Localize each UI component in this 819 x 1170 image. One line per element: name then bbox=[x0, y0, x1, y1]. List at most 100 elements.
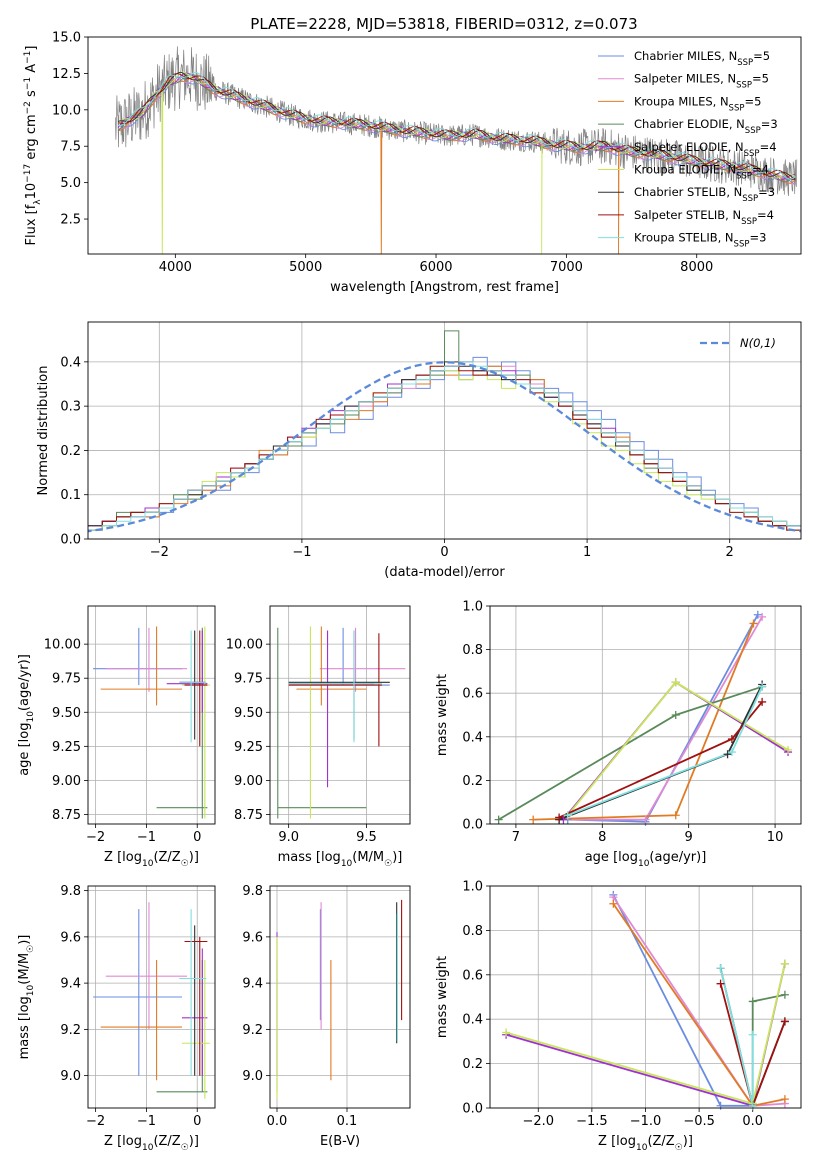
z-vs-weight-ylabel: mass weight bbox=[435, 956, 450, 1038]
axes-frame bbox=[489, 605, 802, 825]
x-tick-label: 0 bbox=[193, 1114, 201, 1129]
weight-marker bbox=[727, 748, 736, 757]
x-tick-label: 8 bbox=[598, 830, 606, 845]
figure-title: PLATE=2228, MJD=53818, FIBERID=0312, z=0… bbox=[250, 15, 637, 33]
y-tick-label: 15.0 bbox=[52, 31, 81, 46]
weight-marker bbox=[641, 815, 650, 824]
y-tick-label: 0.2 bbox=[462, 774, 483, 789]
weight-marker bbox=[609, 899, 618, 908]
legend-entry: Salpeter STELIB, NSSP=4 bbox=[634, 208, 774, 227]
legend-entry: Kroupa STELIB, NSSP=3 bbox=[634, 231, 766, 250]
y-tick-label: 8.75 bbox=[234, 808, 263, 823]
x-tick-label: −1.0 bbox=[630, 1114, 662, 1129]
legend-entry: Salpeter ELODIE, NSSP=4 bbox=[634, 140, 777, 159]
x-tick-label: 0.0 bbox=[742, 1114, 763, 1129]
y-tick-label: 9.8 bbox=[60, 884, 81, 899]
y-tick-label: 9.6 bbox=[60, 930, 81, 945]
weight-marker bbox=[780, 959, 789, 968]
y-tick-label: 0.8 bbox=[462, 924, 483, 939]
histogram-step bbox=[88, 361, 801, 531]
ebv-vs-mass-grid bbox=[270, 886, 410, 1108]
x-tick-label: −2 bbox=[150, 545, 169, 560]
y-tick-label: 0.0 bbox=[462, 1102, 483, 1117]
x-tick-label: −2 bbox=[86, 830, 105, 845]
weight-marker bbox=[723, 750, 732, 759]
weight-marker bbox=[716, 964, 725, 973]
weight-marker bbox=[494, 815, 503, 824]
z-vs-age-grid bbox=[88, 606, 215, 824]
weight-line bbox=[719, 967, 754, 1107]
weight-marker bbox=[748, 1030, 757, 1039]
x-tick-label: 5000 bbox=[289, 260, 322, 275]
spectrum-legend: Chabrier MILES, NSSP=5 Salpeter MILES, NS… bbox=[598, 49, 778, 250]
y-tick-label: 10.00 bbox=[226, 638, 263, 653]
weight-marker bbox=[780, 990, 789, 999]
z-vs-weight-xlabel: Z [log10(Z/Z☉)] bbox=[598, 1134, 693, 1153]
y-tick-label: 9.6 bbox=[242, 930, 263, 945]
weight-marker bbox=[716, 1101, 725, 1110]
y-tick-label: 9.50 bbox=[52, 706, 81, 721]
weight-marker bbox=[555, 813, 564, 822]
x-tick-label: −1 bbox=[137, 1114, 156, 1129]
ebv-vs-mass-xlabel: E(B-V) bbox=[320, 1134, 360, 1149]
legend-entry: Salpeter MILES, NSSP=5 bbox=[634, 72, 769, 91]
spectrum-panel: 4000 5000 6000 7000 8000 2.5 5.0 7.5 10.0 12.5 15.… bbox=[23, 31, 802, 295]
age-vs-weight-panel: 7 8 9 10 0.0 0.2 0.4 0.6 0.8 1.0 age [log10(age/yr… bbox=[435, 600, 802, 869]
z-vs-age-ylabel: age [log10(age/yr)] bbox=[17, 654, 36, 776]
y-tick-label: 1.0 bbox=[462, 880, 483, 895]
z-vs-weight-panel: −2.0 −1.5 −1.0 −0.5 0.0 0.0 0.2 0.4 0.6 0.8 1.0 Z [… bbox=[435, 880, 802, 1153]
y-tick-label: 0.6 bbox=[462, 687, 483, 702]
spectrum-xlabel: wavelength [Angstrom, rest frame] bbox=[330, 280, 559, 295]
y-tick-label: 0.4 bbox=[462, 1013, 483, 1028]
x-tick-label: 0.0 bbox=[267, 1114, 288, 1129]
y-tick-label: 9.2 bbox=[242, 1023, 263, 1038]
y-tick-label: 0.0 bbox=[60, 533, 81, 548]
weight-marker bbox=[502, 1028, 511, 1037]
weight-marker bbox=[671, 678, 680, 687]
legend-entry: Kroupa MILES, NSSP=5 bbox=[634, 94, 761, 113]
x-tick-label: 9.5 bbox=[356, 830, 377, 845]
axes-frame bbox=[87, 885, 216, 1109]
mass-vs-age-grid bbox=[270, 606, 410, 824]
x-tick-label: 0.1 bbox=[337, 1114, 358, 1129]
x-tick-label: 8000 bbox=[680, 260, 713, 275]
weight-line bbox=[498, 685, 763, 821]
legend-entry: Chabrier ELODIE, NSSP=3 bbox=[634, 117, 778, 136]
x-tick-label: 0 bbox=[440, 545, 448, 560]
weight-marker bbox=[758, 612, 767, 621]
residual-histogram-xlabel: (data-model)/error bbox=[384, 565, 505, 580]
y-tick-label: 5.0 bbox=[60, 176, 81, 191]
spectrum-marks bbox=[115, 46, 798, 254]
z-vs-mass-xlabel: Z [log10(Z/Z☉)] bbox=[104, 1134, 199, 1153]
y-tick-label: 10.00 bbox=[44, 638, 81, 653]
weight-marker bbox=[784, 745, 793, 754]
spectrum-model-line bbox=[117, 73, 796, 181]
x-tick-label: 7000 bbox=[550, 260, 583, 275]
x-tick-label: −2 bbox=[86, 1114, 105, 1129]
x-tick-label: −1.5 bbox=[576, 1114, 608, 1129]
y-tick-label: 9.2 bbox=[60, 1023, 81, 1038]
weight-marker bbox=[716, 979, 725, 988]
weight-marker bbox=[671, 711, 680, 719]
axes-frame bbox=[269, 885, 411, 1109]
z-vs-mass-marks bbox=[93, 902, 210, 1099]
mass-vs-age-panel: 9.0 9.5 8.75 9.00 9.25 9.50 9.75 10.00 mass [log… bbox=[226, 605, 411, 869]
legend-entry: Chabrier STELIB, NSSP=3 bbox=[634, 185, 775, 204]
age-vs-weight-grid bbox=[490, 605, 801, 825]
ebv-vs-mass-panel: 0.0 0.1 9.0 9.2 9.4 9.6 9.8 E(B-V) bbox=[242, 884, 411, 1149]
y-tick-label: 0.2 bbox=[462, 1057, 483, 1072]
spectrum-ylabel: Flux [fλ10−17 erg cm−2 s−1 A−1] bbox=[23, 46, 43, 246]
axes-frame bbox=[87, 321, 802, 540]
spectrum-model-line bbox=[117, 71, 796, 254]
spectrum-model-line bbox=[117, 74, 796, 183]
y-tick-label: 9.0 bbox=[60, 1069, 81, 1084]
y-tick-label: 9.00 bbox=[52, 774, 81, 789]
gaussian-legend-label: N(0,1) bbox=[740, 336, 776, 350]
spectrum-model-line bbox=[117, 71, 796, 180]
y-tick-label: 9.75 bbox=[52, 672, 81, 687]
y-tick-label: 8.75 bbox=[52, 808, 81, 823]
age-vs-weight-xlabel: age [log10(age/yr)] bbox=[585, 850, 707, 869]
y-tick-label: 0.3 bbox=[60, 400, 81, 415]
weight-marker bbox=[749, 619, 758, 628]
